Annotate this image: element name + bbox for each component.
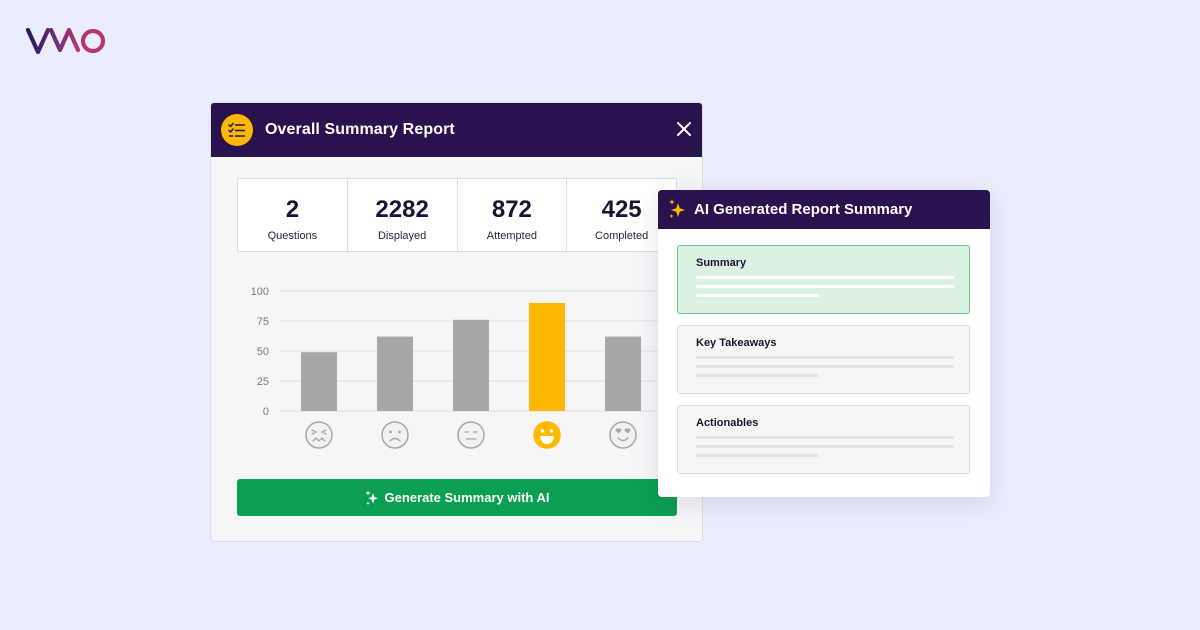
- stat-value: 425: [601, 196, 642, 223]
- section-title: Actionables: [696, 417, 759, 429]
- summary-report-card: Overall Summary Report 2 Questions 2282 …: [210, 102, 703, 542]
- stats-row: 2 Questions 2282 Displayed 872 Attempted…: [237, 178, 677, 252]
- grinning-face-icon: [533, 421, 561, 449]
- sparkle-icon: [365, 490, 378, 505]
- stat-completed: 425 Completed: [567, 179, 676, 251]
- bar-grinning-face: [529, 303, 565, 411]
- text-placeholder-line: [696, 436, 954, 439]
- bar-confounded-face: [301, 352, 337, 411]
- stat-value: 2: [285, 196, 300, 223]
- text-placeholder-line: [696, 294, 819, 297]
- close-icon[interactable]: [674, 119, 694, 139]
- y-tick-label: 0: [263, 406, 269, 418]
- summary-section[interactable]: Summary: [677, 245, 970, 314]
- y-tick-label: 100: [251, 286, 269, 298]
- vwo-logo: [26, 27, 106, 55]
- stat-label: Displayed: [377, 230, 427, 242]
- bar-heart-eyes-face: [605, 336, 641, 411]
- stat-label: Attempted: [486, 230, 537, 242]
- generate-summary-label: Generate Summary with AI: [384, 490, 550, 505]
- stat-label: Questions: [267, 230, 318, 242]
- section-title: Key Takeaways: [696, 337, 777, 349]
- ai-summary-panel: AI Generated Report Summary Summary Key …: [658, 190, 990, 497]
- text-placeholder-line: [696, 276, 954, 279]
- neutral-face-icon: [457, 421, 485, 449]
- text-placeholder-line: [696, 356, 954, 359]
- bar-neutral-face: [453, 319, 489, 411]
- stat-value: 872: [491, 196, 532, 223]
- text-placeholder-line: [696, 365, 954, 368]
- report-title: Overall Summary Report: [265, 121, 455, 138]
- stat-attempted: 872 Attempted: [458, 179, 568, 251]
- generate-summary-button[interactable]: Generate Summary with AI: [237, 479, 677, 516]
- frowning-face-icon: [381, 421, 409, 449]
- stat-label: Completed: [595, 230, 649, 242]
- text-placeholder-line: [696, 374, 819, 377]
- checklist-icon: [221, 114, 253, 146]
- stat-displayed: 2282 Displayed: [348, 179, 458, 251]
- bar-frowning-face: [377, 336, 413, 411]
- card-header: Overall Summary Report: [211, 103, 702, 157]
- rating-bar-chart: 0 25 50 75 100: [251, 286, 661, 449]
- text-placeholder-line: [696, 285, 954, 288]
- sparkle-icon: [669, 199, 685, 218]
- key-takeaways-section[interactable]: Key Takeaways: [677, 325, 970, 394]
- actionables-section[interactable]: Actionables: [677, 405, 970, 474]
- y-tick-label: 75: [257, 316, 269, 328]
- section-title: Summary: [696, 257, 747, 269]
- y-tick-label: 25: [257, 376, 269, 388]
- stat-questions: 2 Questions: [238, 179, 348, 251]
- text-placeholder-line: [696, 445, 954, 448]
- ai-summary-title: AI Generated Report Summary: [694, 201, 913, 218]
- text-placeholder-line: [696, 454, 819, 457]
- ai-summary-header: AI Generated Report Summary: [658, 190, 990, 229]
- stat-value: 2282: [375, 196, 429, 223]
- y-tick-label: 50: [257, 346, 269, 358]
- heart-eyes-face-icon: [609, 421, 637, 449]
- confounded-face-icon: [305, 421, 333, 449]
